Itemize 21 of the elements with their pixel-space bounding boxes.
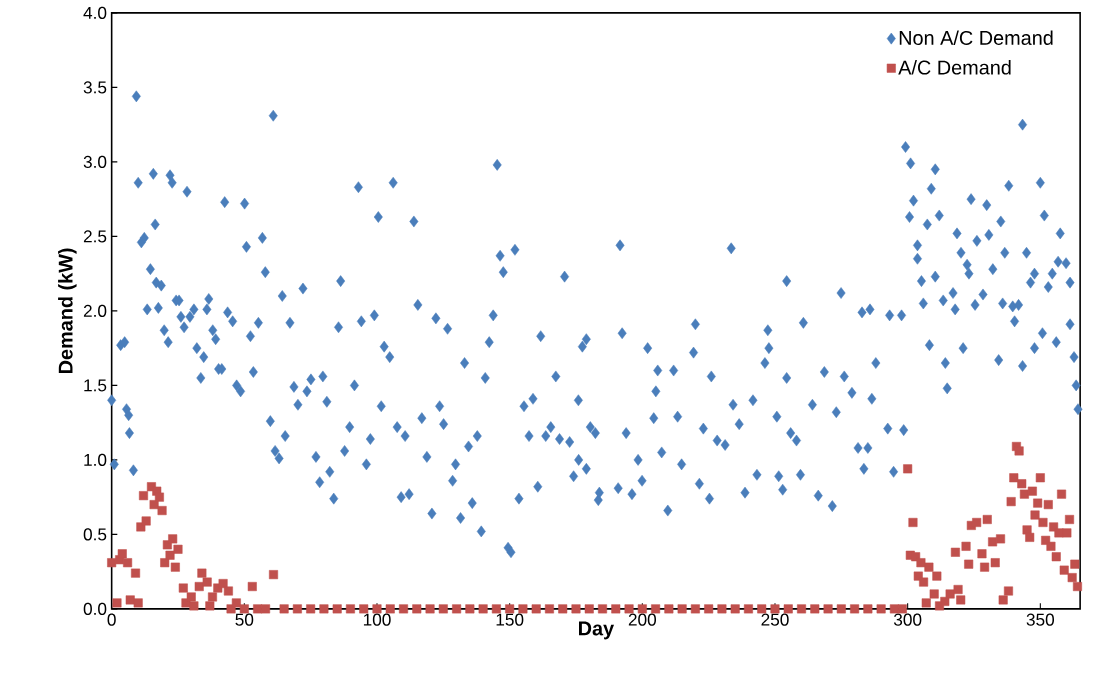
legend-label: Non A/C Demand: [899, 30, 1053, 45]
x-tick-label: 300: [893, 613, 922, 626]
x-tick-label: 250: [761, 613, 789, 626]
y-tick-label: 0.5: [83, 528, 107, 541]
y-tick-label: 0.0: [83, 602, 107, 615]
y-tick-label: 4.0: [83, 6, 107, 19]
y-axis-title: Demand (kW): [58, 248, 77, 373]
x-tick-label: 100: [363, 613, 391, 626]
x-tick-label: 50: [235, 613, 254, 626]
x-tick-label: 0: [107, 613, 116, 626]
x-tick-label: 150: [496, 613, 524, 626]
y-tick-label: 2.0: [83, 304, 107, 317]
y-tick-label: 2.5: [83, 230, 107, 243]
x-axis-title: Day: [579, 621, 615, 640]
y-tick-label: 1.0: [84, 453, 107, 466]
x-tick-label: 200: [628, 613, 657, 626]
x-tick-label: 350: [1026, 613, 1055, 626]
y-tick-label: 1.5: [84, 379, 107, 392]
legend-label: A/C Demand: [898, 59, 1011, 75]
y-tick-label: 3.5: [83, 81, 107, 94]
y-tick-label: 3.0: [83, 155, 107, 168]
